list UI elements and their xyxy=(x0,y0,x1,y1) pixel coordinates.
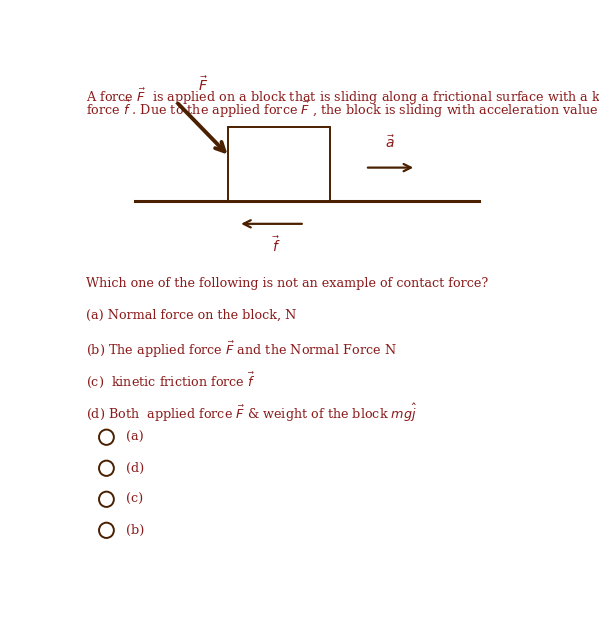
Text: (a) Normal force on the block, N: (a) Normal force on the block, N xyxy=(86,308,297,321)
Text: (c)  kinetic friction force $\vec{f}$: (c) kinetic friction force $\vec{f}$ xyxy=(86,370,256,390)
Text: $\vec{F}$: $\vec{F}$ xyxy=(198,76,208,94)
Text: Which one of the following is not an example of contact force?: Which one of the following is not an exa… xyxy=(86,277,489,290)
Text: force $\vec{f}$ . Due to the applied force $\vec{F}$ , the block is sliding with: force $\vec{f}$ . Due to the applied for… xyxy=(86,98,599,120)
Text: (b) The applied force $\vec{F}$ and the Normal Force N: (b) The applied force $\vec{F}$ and the … xyxy=(86,339,397,360)
Text: (d) Both  applied force $\vec{F}$ & weight of the block $mg\hat{j}$: (d) Both applied force $\vec{F}$ & weigh… xyxy=(86,401,418,423)
Text: (d): (d) xyxy=(126,462,144,475)
Text: (b): (b) xyxy=(126,524,144,537)
Text: $\vec{a}$: $\vec{a}$ xyxy=(385,135,396,151)
FancyBboxPatch shape xyxy=(228,127,330,201)
Text: (c): (c) xyxy=(126,493,143,506)
Text: $\vec{f}$: $\vec{f}$ xyxy=(272,236,280,255)
Text: (a): (a) xyxy=(126,431,144,444)
Text: A force $\vec{F}$  is applied on a block that is sliding along a frictional surf: A force $\vec{F}$ is applied on a block … xyxy=(86,86,599,107)
